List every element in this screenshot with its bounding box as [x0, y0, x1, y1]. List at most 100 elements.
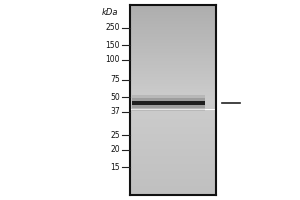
Bar	[130, 117, 216, 118]
Bar	[130, 73, 216, 74]
Bar	[130, 15, 216, 16]
Bar	[130, 160, 216, 161]
Bar	[130, 75, 216, 76]
Bar	[130, 132, 216, 133]
Text: 100: 100	[106, 55, 120, 64]
Bar	[132, 98, 205, 108]
Bar	[130, 131, 216, 132]
Bar	[130, 103, 216, 104]
Bar	[130, 128, 216, 129]
Bar	[130, 23, 216, 24]
Bar	[130, 108, 216, 109]
Bar	[130, 186, 216, 187]
Bar	[130, 80, 216, 81]
Bar	[130, 142, 216, 143]
Bar	[130, 36, 216, 37]
Bar	[130, 54, 216, 55]
Bar	[130, 38, 216, 39]
Bar	[130, 106, 216, 107]
Bar	[130, 151, 216, 152]
Bar	[130, 148, 216, 149]
Bar	[130, 28, 216, 29]
Bar	[130, 57, 216, 58]
Bar	[130, 95, 216, 96]
Bar	[130, 77, 216, 78]
Bar	[130, 125, 216, 126]
Bar	[130, 64, 216, 65]
Bar	[130, 93, 216, 94]
Text: 20: 20	[110, 146, 120, 154]
Bar	[130, 61, 216, 62]
Bar	[130, 79, 216, 80]
Bar	[130, 183, 216, 184]
Bar	[130, 34, 216, 35]
Bar	[130, 123, 216, 124]
Bar	[130, 60, 216, 61]
Bar	[130, 43, 216, 44]
Bar	[130, 78, 216, 79]
Bar	[130, 11, 216, 12]
Bar	[130, 120, 216, 121]
Bar	[130, 29, 216, 30]
Bar	[130, 33, 216, 34]
Bar	[130, 190, 216, 191]
Bar	[130, 185, 216, 186]
Bar	[130, 159, 216, 160]
Bar	[130, 40, 216, 41]
Bar	[130, 74, 216, 75]
Bar	[130, 146, 216, 147]
Bar	[130, 182, 216, 183]
Bar	[130, 58, 216, 59]
Bar	[130, 180, 216, 181]
Text: 75: 75	[110, 75, 120, 84]
Bar	[130, 133, 216, 134]
Bar	[130, 156, 216, 157]
Bar	[130, 115, 216, 116]
Bar	[130, 76, 216, 77]
Text: 250: 250	[106, 23, 120, 32]
Bar	[130, 145, 216, 146]
Bar	[130, 124, 216, 125]
Bar	[130, 32, 216, 33]
Bar	[130, 121, 216, 122]
Bar	[130, 13, 216, 14]
Text: 25: 25	[110, 130, 120, 140]
Bar	[130, 52, 216, 53]
Bar	[130, 99, 216, 100]
Bar	[130, 116, 216, 117]
Bar	[130, 126, 216, 127]
Bar	[130, 65, 216, 66]
Bar	[130, 194, 216, 195]
Bar	[130, 21, 216, 22]
Bar	[130, 45, 216, 46]
Bar	[130, 49, 216, 50]
Bar	[130, 139, 216, 140]
Bar	[132, 95, 205, 111]
Bar	[130, 136, 216, 137]
Bar	[130, 166, 216, 167]
Bar	[130, 83, 216, 84]
Bar	[130, 20, 216, 21]
Bar	[130, 50, 216, 51]
Bar	[130, 118, 216, 119]
Bar	[130, 137, 216, 138]
Bar	[130, 5, 216, 6]
Bar	[130, 150, 216, 151]
Bar	[130, 19, 216, 20]
Bar	[130, 7, 216, 8]
Bar	[130, 8, 216, 9]
Bar	[130, 89, 216, 90]
Bar	[130, 162, 216, 163]
Bar	[130, 177, 216, 178]
Bar	[130, 111, 216, 112]
Bar	[130, 152, 216, 153]
Bar	[130, 157, 216, 158]
Bar	[130, 170, 216, 171]
Bar	[130, 187, 216, 188]
Bar	[130, 70, 216, 71]
Bar	[130, 191, 216, 192]
Bar	[130, 130, 216, 131]
Bar	[130, 175, 216, 176]
Bar	[130, 164, 216, 165]
Bar	[130, 26, 216, 27]
